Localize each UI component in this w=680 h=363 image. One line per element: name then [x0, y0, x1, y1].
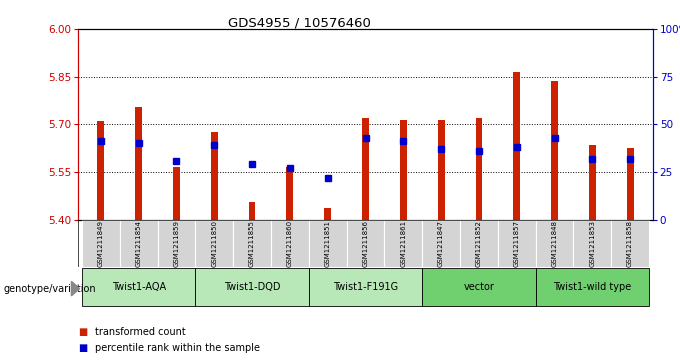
Text: Twist1-DQD: Twist1-DQD: [224, 282, 280, 292]
Bar: [82, 220, 120, 267]
Text: GSM1211848: GSM1211848: [551, 220, 558, 267]
Bar: [120, 220, 158, 267]
Bar: [475, 118, 482, 220]
Text: ■: ■: [78, 327, 88, 337]
Bar: [271, 220, 309, 267]
Text: GSM1211856: GSM1211856: [362, 220, 369, 267]
Text: Twist1-wild type: Twist1-wild type: [554, 282, 632, 292]
Text: GSM1211853: GSM1211853: [590, 220, 595, 267]
Bar: [536, 268, 649, 306]
Bar: [324, 208, 331, 220]
Bar: [384, 220, 422, 267]
Bar: [422, 220, 460, 267]
Text: GSM1211860: GSM1211860: [287, 220, 293, 267]
Bar: [400, 119, 407, 220]
Text: GSM1211859: GSM1211859: [173, 220, 180, 267]
Bar: [249, 202, 256, 220]
Bar: [82, 268, 195, 306]
Bar: [135, 107, 142, 220]
Text: percentile rank within the sample: percentile rank within the sample: [95, 343, 260, 353]
Bar: [309, 220, 347, 267]
Bar: [158, 220, 195, 267]
Bar: [347, 220, 384, 267]
Text: GSM1211855: GSM1211855: [249, 220, 255, 267]
Text: ■: ■: [78, 343, 88, 353]
Text: GSM1211852: GSM1211852: [476, 220, 482, 267]
Text: GSM1211850: GSM1211850: [211, 220, 218, 267]
Bar: [573, 220, 611, 267]
Bar: [536, 220, 573, 267]
Text: Twist1-F191G: Twist1-F191G: [333, 282, 398, 292]
Bar: [627, 148, 634, 220]
Bar: [362, 118, 369, 220]
Text: GSM1211847: GSM1211847: [438, 220, 444, 267]
Text: GDS4955 / 10576460: GDS4955 / 10576460: [228, 16, 371, 29]
Text: GSM1211849: GSM1211849: [98, 220, 104, 267]
Text: GSM1211858: GSM1211858: [627, 220, 633, 267]
Bar: [211, 132, 218, 220]
Bar: [498, 220, 536, 267]
Text: transformed count: transformed count: [95, 327, 186, 337]
Bar: [97, 121, 104, 220]
Text: genotype/variation: genotype/variation: [3, 284, 96, 294]
Bar: [513, 72, 520, 220]
Bar: [233, 220, 271, 267]
Text: Twist1-AQA: Twist1-AQA: [112, 282, 166, 292]
Bar: [422, 268, 536, 306]
Bar: [195, 268, 309, 306]
Text: vector: vector: [464, 282, 494, 292]
Bar: [589, 145, 596, 220]
Bar: [195, 220, 233, 267]
Bar: [173, 167, 180, 220]
Text: GSM1211854: GSM1211854: [136, 220, 141, 267]
Bar: [438, 119, 445, 220]
Text: GSM1211857: GSM1211857: [513, 220, 520, 267]
Text: GSM1211861: GSM1211861: [401, 220, 407, 267]
Bar: [286, 167, 293, 220]
Bar: [551, 81, 558, 220]
Bar: [611, 220, 649, 267]
Bar: [460, 220, 498, 267]
Text: GSM1211851: GSM1211851: [324, 220, 330, 267]
Bar: [309, 268, 422, 306]
